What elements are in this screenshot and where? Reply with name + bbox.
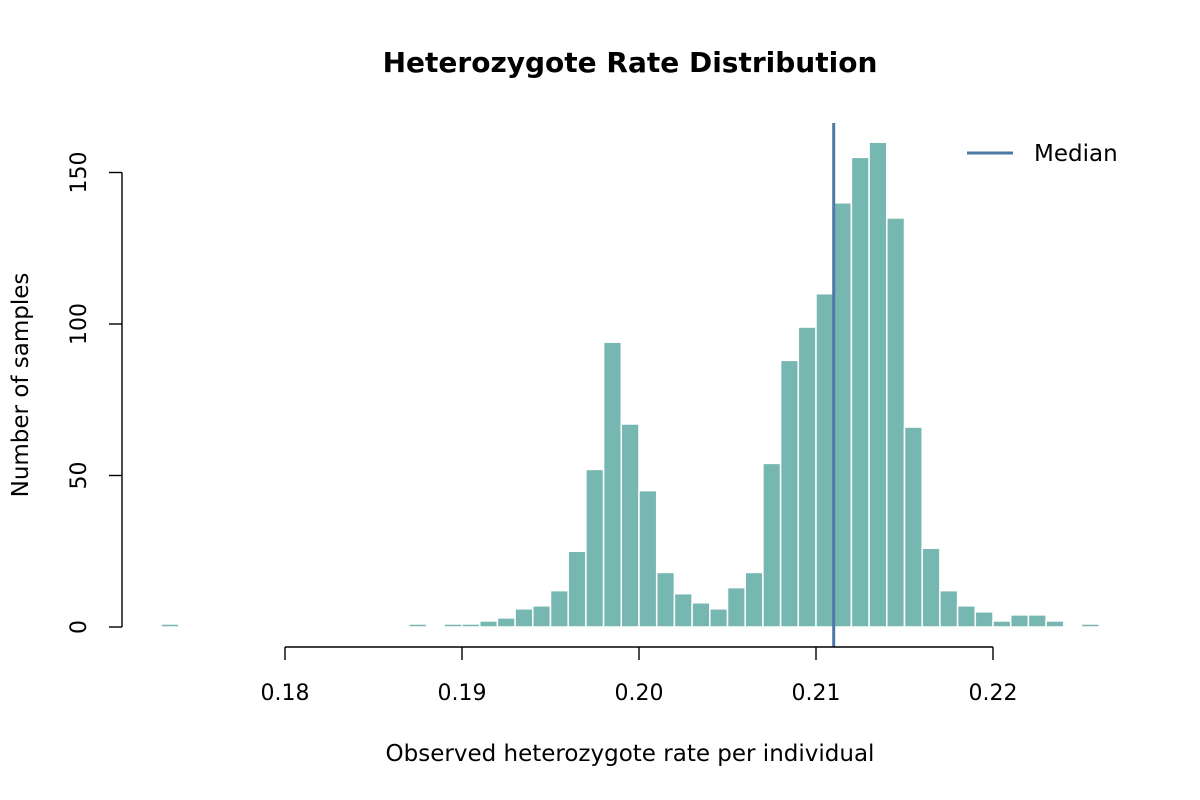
histogram-bar [514, 608, 534, 628]
histogram-bar [567, 550, 587, 628]
x-tick-label: 0.20 [615, 681, 664, 706]
histogram-bar [886, 217, 906, 628]
histogram-bar [726, 586, 746, 628]
histogram-bar [673, 592, 693, 628]
histogram-bar [1027, 614, 1047, 628]
y-tick-label: 150 [67, 152, 92, 194]
bars-group [160, 141, 1100, 628]
x-tick-label: 0.21 [792, 681, 841, 706]
histogram-bar [1009, 614, 1030, 628]
histogram-bar [408, 623, 428, 628]
histogram-bar [868, 141, 888, 628]
histogram-bar [744, 571, 764, 628]
histogram-bar [496, 617, 516, 628]
y-axis-label: Number of samples [8, 273, 34, 498]
histogram-bar [939, 589, 959, 628]
histogram-bar [1080, 623, 1100, 628]
histogram-bar [921, 547, 941, 628]
histogram-bar [815, 292, 835, 628]
x-tick-label: 0.19 [438, 681, 487, 706]
y-tick-label: 100 [67, 303, 92, 345]
histogram-bar [974, 611, 994, 628]
histogram-bar [850, 156, 870, 628]
legend-median-label: Median [1034, 141, 1118, 167]
histogram-bar [532, 605, 552, 628]
histogram-bar [478, 620, 499, 628]
y-tick-label: 50 [67, 462, 92, 490]
histogram-bar [655, 571, 676, 628]
histogram-bar [903, 426, 923, 628]
histogram-bar [549, 589, 569, 628]
y-axis: 0 50 100 150 [67, 152, 123, 634]
histogram-bar [992, 620, 1012, 628]
x-tick-label: 0.22 [969, 681, 1018, 706]
x-axis: 0.18 0.19 0.20 0.21 0.22 [261, 646, 1018, 706]
histogram-bar [638, 489, 658, 628]
legend: Median [967, 141, 1118, 167]
histogram-bar [832, 202, 853, 628]
histogram-bar [762, 462, 782, 628]
histogram-bar [691, 602, 711, 628]
x-tick-label: 0.18 [261, 681, 310, 706]
histogram-bar [443, 623, 463, 628]
histogram-bar [585, 468, 605, 628]
histogram-bar [1045, 620, 1065, 628]
histogram-bar [602, 341, 623, 628]
histogram-bar [709, 608, 729, 628]
histogram-bar [956, 605, 977, 628]
y-tick-label: 0 [67, 620, 92, 634]
histogram-bar [779, 359, 800, 628]
chart-title: Heterozygote Rate Distribution [383, 46, 878, 79]
x-axis-label: Observed heterozygote rate per individua… [386, 741, 875, 767]
histogram-bar [797, 326, 817, 628]
histogram-bar [461, 623, 481, 628]
histogram-bar [160, 623, 180, 628]
histogram-bar [620, 423, 640, 628]
